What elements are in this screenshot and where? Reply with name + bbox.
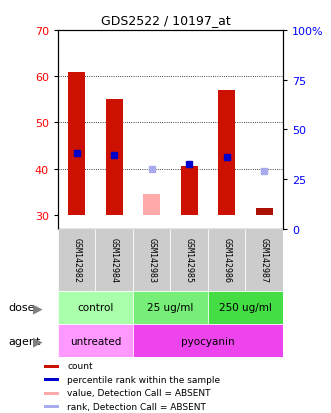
Bar [143,195,160,216]
Text: rank, Detection Call = ABSENT: rank, Detection Call = ABSENT [67,402,206,411]
Text: untreated: untreated [70,336,121,346]
Bar [208,229,246,291]
Bar [246,229,283,291]
Bar [95,229,133,291]
Text: GSM142982: GSM142982 [72,238,81,282]
Text: GSM142986: GSM142986 [222,238,231,282]
Text: GDS2522 / 10197_at: GDS2522 / 10197_at [101,14,230,27]
Text: pyocyanin: pyocyanin [181,336,235,346]
Text: percentile rank within the sample: percentile rank within the sample [67,375,220,384]
Bar [133,291,208,324]
Text: GSM142987: GSM142987 [260,238,269,282]
Bar [58,324,133,357]
Text: GSM142985: GSM142985 [185,238,194,282]
Bar [218,91,235,216]
Bar [44,365,60,368]
Bar [58,229,95,291]
Bar [68,72,85,216]
Text: 25 ug/ml: 25 ug/ml [147,303,194,313]
Bar [133,229,170,291]
Bar [133,324,283,357]
Text: value, Detection Call = ABSENT: value, Detection Call = ABSENT [67,388,211,397]
Text: ▶: ▶ [33,301,43,314]
Text: GSM142984: GSM142984 [110,238,119,282]
Bar [44,405,60,408]
Bar [256,209,273,216]
Text: ▶: ▶ [33,334,43,347]
Bar [44,392,60,395]
Text: count: count [67,361,93,370]
Text: GSM142983: GSM142983 [147,238,156,282]
Text: control: control [77,303,114,313]
Bar [181,167,198,216]
Bar [58,291,133,324]
Text: agent: agent [8,336,41,346]
Bar [106,100,122,216]
Bar [208,291,283,324]
Text: dose: dose [8,303,35,313]
Bar [170,229,208,291]
Bar [44,378,60,381]
Text: 250 ug/ml: 250 ug/ml [219,303,272,313]
